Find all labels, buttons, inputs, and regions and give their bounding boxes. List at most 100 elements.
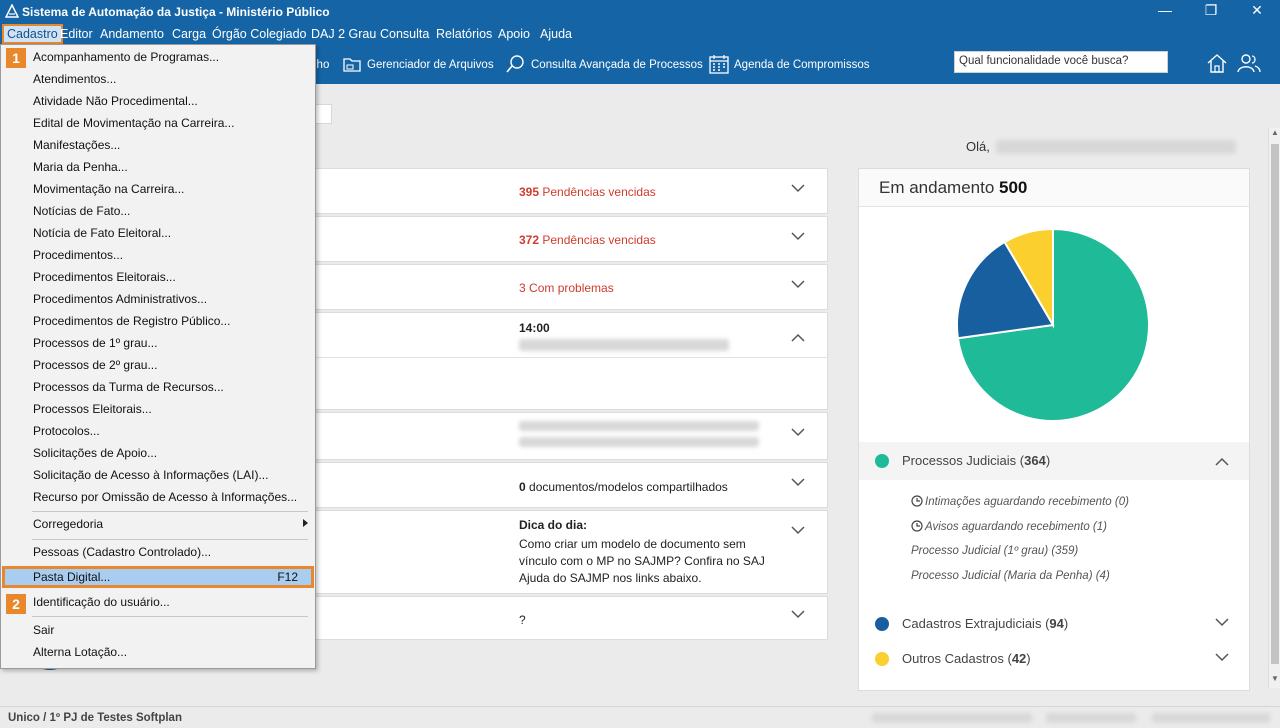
- restore-button[interactable]: ❐: [1204, 2, 1218, 18]
- schedule-time: 14:00: [519, 321, 550, 335]
- file-manager-button[interactable]: Gerenciador de Arquivos: [342, 54, 502, 74]
- shared-docs-card[interactable]: 0 documentos/modelos compartilhados: [306, 462, 828, 508]
- menu-orgao-colegiado[interactable]: Órgão Colegiado: [212, 27, 307, 41]
- home-icon[interactable]: [1206, 52, 1228, 74]
- menu-item-edital-movimentacao[interactable]: Edital de Movimentação na Carreira...: [2, 112, 314, 134]
- filter-box[interactable]: [314, 104, 332, 124]
- pending-card-2[interactable]: 372 Pendências vencidas: [306, 216, 828, 262]
- schedule-card[interactable]: 14:00: [306, 312, 828, 410]
- menu-item-protocolos[interactable]: Protocolos...: [2, 420, 314, 442]
- chevron-up-icon[interactable]: [1215, 457, 1229, 467]
- menu-relatorios[interactable]: Relatórios: [436, 27, 493, 41]
- menu-item-pasta-digital[interactable]: Pasta Digital... F12: [2, 566, 314, 588]
- menu-editor[interactable]: Editor: [60, 27, 93, 41]
- legend-judiciais-name: Processos Judiciais: [902, 453, 1017, 468]
- chevron-down-icon[interactable]: [1215, 652, 1229, 662]
- menu-item-pessoas[interactable]: Pessoas (Cadastro Controlado)...: [2, 541, 314, 563]
- menu-item-alterna-lotacao[interactable]: Alterna Lotação...: [2, 641, 314, 663]
- scroll-thumb[interactable]: [1271, 144, 1279, 664]
- chevron-down-icon[interactable]: [791, 477, 805, 487]
- menu-item-procedimentos-eleitorais[interactable]: Procedimentos Eleitorais...: [2, 266, 314, 288]
- in-progress-label: Em andamento: [879, 178, 1000, 197]
- menu-item-processos-2-grau[interactable]: Processos de 2º grau...: [2, 354, 314, 376]
- menu-consulta[interactable]: Consulta: [380, 27, 430, 41]
- problems-count: 3: [519, 281, 526, 295]
- minimize-button[interactable]: —: [1158, 2, 1172, 18]
- menu-item-acompanhamento[interactable]: Acompanhamento de Programas...: [2, 46, 314, 68]
- submenu-arrow-icon: [303, 519, 308, 527]
- menu-item-noticia-fato-eleitoral-label: Notícia de Fato Eleitoral...: [33, 226, 172, 240]
- toolbar-partial-button[interactable]: lho: [314, 54, 334, 74]
- menu-daj-2-grau[interactable]: DAJ 2 Grau: [311, 27, 377, 41]
- legend-judiciais[interactable]: Processos Judiciais (364): [859, 442, 1249, 480]
- help-card[interactable]: ?: [306, 596, 828, 640]
- menu-cadastro[interactable]: Cadastro: [2, 24, 63, 44]
- status-bar: Unico / 1º PJ de Testes Softplan: [0, 706, 1280, 728]
- menu-item-sair[interactable]: Sair: [2, 619, 314, 641]
- pending-2-text: 372 Pendências vencidas: [519, 233, 656, 247]
- menu-item-procedimentos-administrativos[interactable]: Procedimentos Administrativos...: [2, 288, 314, 310]
- agenda-button[interactable]: Agenda de Compromissos: [709, 54, 879, 74]
- menu-andamento[interactable]: Andamento: [100, 27, 164, 41]
- menu-item-corregedoria-label: Corregedoria: [33, 517, 104, 531]
- chevron-down-icon[interactable]: [791, 231, 805, 241]
- tip-title: Dica do dia:: [519, 518, 588, 532]
- menu-item-procedimentos-registro-publico-label: Procedimentos de Registro Público...: [33, 314, 231, 328]
- menu-item-processos-1-grau[interactable]: Processos de 1º grau...: [2, 332, 314, 354]
- menu-item-noticia-fato-eleitoral[interactable]: Notícia de Fato Eleitoral...: [2, 222, 314, 244]
- chevron-down-icon[interactable]: [1215, 617, 1229, 627]
- scroll-up-arrow-icon[interactable]: ▲: [1271, 128, 1279, 137]
- menu-carga[interactable]: Carga: [172, 27, 207, 41]
- menu-item-procedimentos[interactable]: Procedimentos...: [2, 244, 314, 266]
- pending-card-1[interactable]: 395 Pendências vencidas: [306, 168, 828, 214]
- menu-item-noticias-de-fato[interactable]: Notícias de Fato...: [2, 200, 314, 222]
- menu-item-procedimentos-administrativos-label: Procedimentos Administrativos...: [33, 292, 208, 306]
- chevron-down-icon[interactable]: [791, 279, 805, 289]
- menu-item-pasta-digital-label: Pasta Digital...: [33, 570, 111, 584]
- menu-item-processos-eleitorais[interactable]: Processos Eleitorais...: [2, 398, 314, 420]
- menu-item-solicitacoes-apoio[interactable]: Solicitações de Apoio...: [2, 442, 314, 464]
- in-progress-header: Em andamento 500: [859, 169, 1249, 207]
- chevron-down-icon[interactable]: [791, 427, 805, 437]
- vertical-scrollbar[interactable]: ▲ ▼: [1268, 128, 1280, 688]
- menu-item-identificacao[interactable]: Identificação do usuário...: [2, 591, 314, 613]
- advanced-search-button[interactable]: Consulta Avançada de Processos: [505, 54, 705, 74]
- functionality-search-input[interactable]: Qual funcionalidade você busca?: [954, 51, 1168, 73]
- menu-item-protocolos-label: Protocolos...: [33, 424, 100, 438]
- chevron-down-icon[interactable]: [791, 183, 805, 193]
- sub-avisos[interactable]: Avisos aguardando recebimento (1): [911, 520, 1107, 533]
- menu-item-movimentacao-carreira-label: Movimentação na Carreira...: [33, 182, 185, 196]
- menu-ajuda[interactable]: Ajuda: [540, 27, 572, 41]
- menu-item-solicitacao-acesso-lai[interactable]: Solicitação de Acesso à Informações (LAI…: [2, 464, 314, 486]
- in-progress-title: Em andamento 500: [879, 178, 1027, 198]
- scroll-down-arrow-icon[interactable]: ▼: [1271, 674, 1279, 683]
- legend-outros[interactable]: Outros Cadastros (42): [859, 640, 1249, 678]
- close-button[interactable]: ✕: [1251, 2, 1263, 18]
- menu-item-manifestacoes[interactable]: Manifestações...: [2, 134, 314, 156]
- problems-card[interactable]: 3 Com problemas: [306, 264, 828, 310]
- menu-item-atividade-nao-procedimental[interactable]: Atividade Não Procedimental...: [2, 90, 314, 112]
- sub-intimacoes[interactable]: Intimações aguardando recebimento (0): [911, 495, 1129, 508]
- window-title: Sistema de Automação da Justiça - Minist…: [22, 5, 330, 19]
- sub-processo-1grau[interactable]: Processo Judicial (1º grau) (359): [911, 545, 1079, 557]
- tip-card[interactable]: Dica do dia: Como criar um modelo de doc…: [306, 510, 828, 594]
- menu-separator: [32, 539, 308, 540]
- title-bar: Sistema de Automação da Justiça - Minist…: [0, 0, 1280, 24]
- greeting-label: Olá,: [966, 139, 990, 154]
- menu-item-procedimentos-registro-publico[interactable]: Procedimentos de Registro Público...: [2, 310, 314, 332]
- sub-processo-maria-penha[interactable]: Processo Judicial (Maria da Penha) (4): [911, 570, 1110, 582]
- chevron-up-icon[interactable]: [791, 333, 805, 343]
- chevron-down-icon[interactable]: [791, 609, 805, 619]
- chevron-down-icon[interactable]: [791, 525, 805, 535]
- menu-item-movimentacao-carreira[interactable]: Movimentação na Carreira...: [2, 178, 314, 200]
- menu-item-maria-da-penha[interactable]: Maria da Penha...: [2, 156, 314, 178]
- menu-item-processos-turma-recursos[interactable]: Processos da Turma de Recursos...: [2, 376, 314, 398]
- menu-apoio[interactable]: Apoio: [498, 27, 530, 41]
- legend-extrajudiciais[interactable]: Cadastros Extrajudiciais (94): [859, 605, 1249, 643]
- menu-item-atendimentos[interactable]: Atendimentos...: [2, 68, 314, 90]
- redacted-card[interactable]: [306, 412, 828, 460]
- menu-item-corregedoria[interactable]: Corregedoria: [2, 513, 314, 535]
- menu-item-recurso-omissao[interactable]: Recurso por Omissão de Acesso à Informaç…: [2, 486, 314, 508]
- menu-item-procedimentos-label: Procedimentos...: [33, 248, 124, 262]
- users-icon[interactable]: [1237, 52, 1261, 74]
